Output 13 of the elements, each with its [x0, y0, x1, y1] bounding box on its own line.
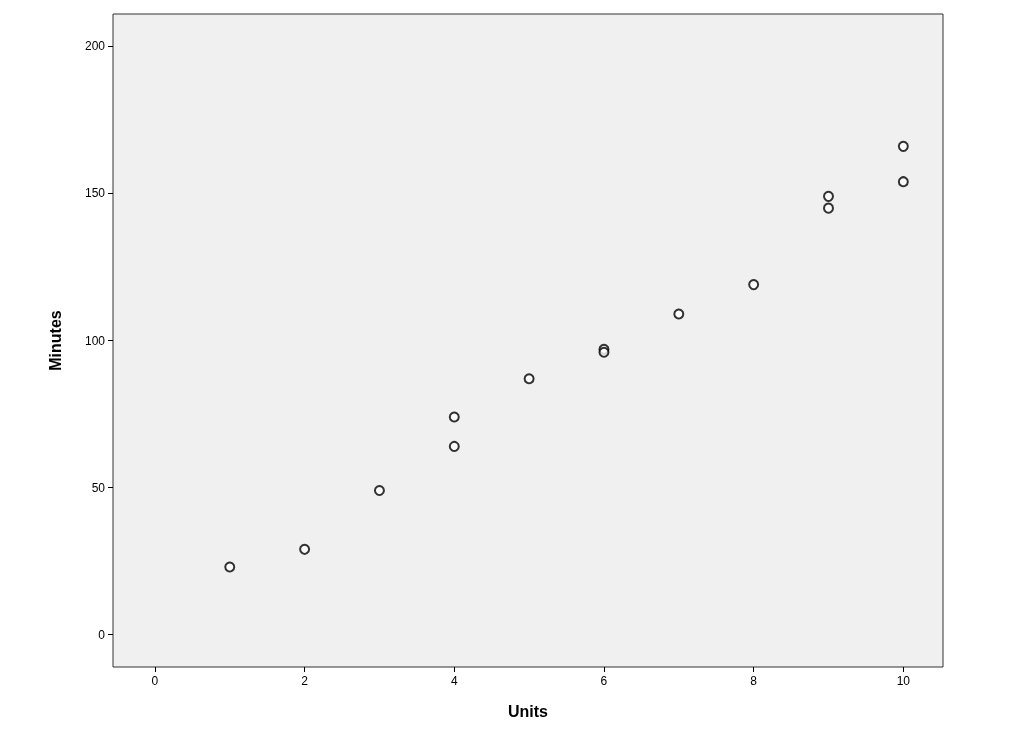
y-tick-label: 100 [84, 333, 106, 348]
y-tick-label: 150 [84, 186, 106, 201]
x-tick-label: 8 [750, 674, 758, 688]
x-tick-label: 2 [301, 674, 309, 688]
x-tick-label: 4 [450, 674, 458, 688]
x-axis-title: Units [508, 702, 549, 720]
x-tick-label: 10 [896, 674, 911, 688]
x-tick-label: 0 [151, 674, 159, 688]
y-tick-label: 50 [91, 480, 106, 495]
y-axis-title: Minutes [46, 310, 64, 371]
y-tick-label: 200 [84, 39, 106, 54]
y-tick-label: 0 [98, 627, 106, 642]
x-tick-label: 6 [600, 674, 608, 688]
